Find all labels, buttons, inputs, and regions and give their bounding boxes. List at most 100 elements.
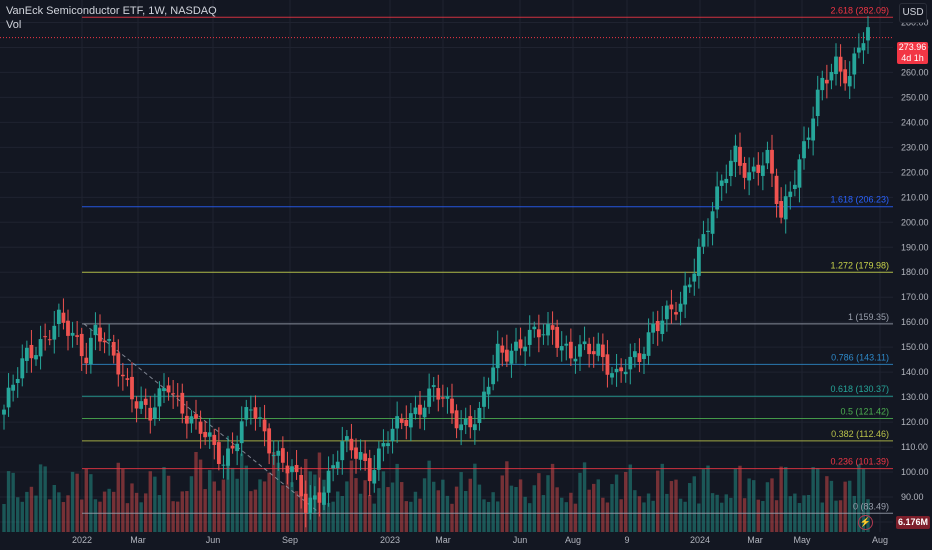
volume-bar — [180, 491, 184, 532]
candle-body — [642, 353, 646, 360]
volume-bar — [573, 503, 578, 532]
volume-bar — [381, 471, 386, 532]
candle-body — [11, 384, 16, 391]
volume-bar — [276, 462, 280, 532]
volume-bar — [6, 471, 11, 532]
candle-body — [866, 27, 870, 41]
volume-bar — [532, 485, 536, 532]
volume-bar — [400, 482, 404, 532]
candle-body — [29, 344, 34, 359]
candle-body — [454, 410, 459, 429]
volume-bar — [386, 487, 390, 532]
candle-body — [116, 353, 121, 375]
candle-body — [687, 284, 692, 288]
candle-body — [555, 326, 560, 348]
candle-body — [738, 146, 742, 166]
candle-body — [459, 424, 464, 431]
volume-bar — [372, 503, 376, 532]
candle-body — [527, 329, 532, 345]
volume-bar — [729, 497, 733, 532]
price-axis-tick: 220.00 — [901, 167, 929, 177]
fib-level-label: 0 (83.49) — [853, 501, 889, 511]
volume-bar — [784, 466, 788, 532]
volume-bar — [706, 465, 710, 532]
candle-body — [47, 339, 52, 341]
volume-bar — [349, 460, 354, 532]
volume-bar — [454, 486, 459, 532]
volume-bar — [701, 469, 706, 532]
volume-indicator-label[interactable]: Vol — [6, 19, 22, 31]
volume-bar — [34, 495, 38, 532]
volume-bar — [139, 502, 143, 532]
volume-bar — [473, 463, 477, 532]
volume-bar — [153, 476, 157, 532]
volume-bar — [38, 464, 43, 532]
candle-body — [20, 358, 25, 379]
candle-body — [568, 341, 573, 359]
price-axis-tick: 120.00 — [901, 417, 929, 427]
volume-bar — [198, 459, 203, 532]
time-axis-tick: Mar — [435, 535, 451, 545]
volume-bar — [482, 499, 486, 532]
candle-body — [376, 448, 381, 470]
candle-body — [148, 407, 153, 421]
candle-body — [541, 334, 546, 336]
candle-body — [349, 438, 354, 451]
candle-body — [404, 420, 409, 426]
volume-bar — [413, 491, 418, 532]
volume-bar — [203, 489, 207, 532]
candle-body — [253, 407, 258, 419]
volume-bar — [11, 472, 15, 532]
volume-bar — [633, 490, 637, 532]
time-axis-tick: Mar — [130, 535, 146, 545]
price-axis-tick: 240.00 — [901, 117, 929, 127]
candle-body — [331, 465, 336, 469]
volume-bar — [838, 500, 843, 532]
candle-body — [788, 191, 793, 197]
volume-bar — [29, 486, 34, 532]
candle-body — [632, 351, 637, 358]
volume-bar — [637, 496, 642, 532]
volume-bar — [102, 491, 107, 532]
candle-body — [440, 397, 445, 399]
candle-body — [482, 391, 486, 407]
volume-bar — [683, 501, 687, 532]
candle-body — [363, 453, 368, 461]
time-axis-tick: Jun — [513, 535, 528, 545]
volume-bar — [793, 493, 797, 532]
volume-bar — [505, 461, 509, 532]
volume-bar — [212, 481, 216, 532]
candle-body — [290, 466, 294, 473]
price-axis-tick: 170.00 — [901, 292, 929, 302]
fib-level-label: 0.236 (101.39) — [830, 457, 889, 467]
volume-bar — [217, 490, 221, 532]
volume-bar — [816, 468, 820, 532]
volume-bar — [843, 481, 847, 532]
candle-body — [669, 304, 674, 310]
candle-body — [829, 71, 834, 81]
candle-body — [399, 418, 404, 423]
volume-bar — [52, 484, 56, 532]
volume-bar — [162, 467, 166, 532]
time-axis-tick: Sep — [282, 535, 298, 545]
volume-bar — [861, 468, 866, 532]
volume-bar — [550, 463, 555, 532]
volume-bar — [404, 501, 408, 532]
candle-body — [532, 326, 537, 330]
volume-bar — [208, 470, 212, 532]
currency-button[interactable]: USD — [899, 3, 927, 23]
candle-body — [235, 443, 240, 452]
volume-bar — [272, 452, 276, 532]
candle-body — [843, 69, 848, 84]
candle-body — [783, 196, 788, 220]
candle-body — [166, 385, 171, 393]
candle-body — [84, 357, 89, 364]
volume-bar — [258, 479, 262, 532]
candle-body — [6, 387, 11, 408]
lightning-icon[interactable]: ⚡ — [858, 515, 873, 530]
volume-bar — [281, 485, 285, 532]
candle-body — [212, 434, 217, 445]
candle-body — [742, 162, 747, 178]
candle-body — [15, 378, 20, 384]
